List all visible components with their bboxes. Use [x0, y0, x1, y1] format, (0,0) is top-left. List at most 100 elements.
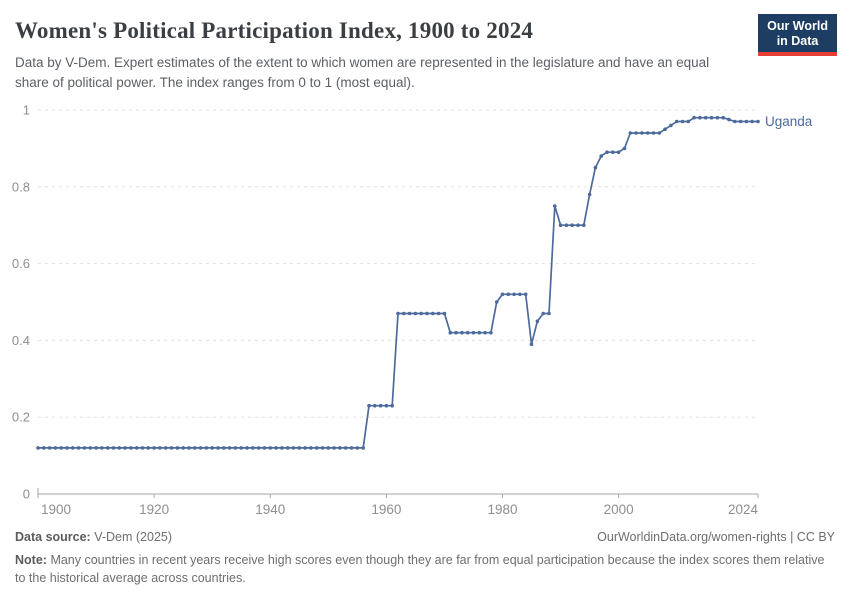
- series-label-uganda[interactable]: Uganda: [765, 114, 813, 129]
- data-point[interactable]: [454, 330, 458, 335]
- data-point[interactable]: [460, 330, 464, 335]
- data-point[interactable]: [163, 446, 168, 450]
- data-point[interactable]: [523, 292, 528, 297]
- data-point[interactable]: [489, 330, 493, 335]
- data-point[interactable]: [378, 403, 383, 408]
- data-point[interactable]: [390, 403, 395, 408]
- data-point[interactable]: [175, 446, 180, 450]
- data-point[interactable]: [367, 403, 371, 408]
- data-point[interactable]: [471, 330, 476, 335]
- data-point[interactable]: [715, 115, 720, 120]
- data-point[interactable]: [616, 150, 621, 154]
- data-point[interactable]: [117, 446, 122, 450]
- data-point[interactable]: [123, 446, 127, 450]
- data-point[interactable]: [47, 446, 52, 450]
- data-point[interactable]: [338, 446, 342, 450]
- series-line-uganda[interactable]: [38, 116, 758, 449]
- data-point[interactable]: [558, 223, 563, 227]
- footer-license[interactable]: CC BY: [796, 530, 835, 544]
- data-point[interactable]: [158, 446, 162, 450]
- data-point[interactable]: [709, 115, 714, 120]
- data-point[interactable]: [425, 311, 429, 316]
- data-point[interactable]: [332, 446, 336, 450]
- data-point[interactable]: [721, 115, 725, 120]
- data-point[interactable]: [651, 131, 656, 135]
- chart-canvas[interactable]: 0 0.2 0.4 0.6 0.8 1 1900 1920 1940 1960 1980 2000 20…: [0, 92, 850, 524]
- data-point[interactable]: [599, 154, 603, 158]
- data-point[interactable]: [326, 446, 331, 450]
- footer-link[interactable]: OurWorldinData.org/women-rights | CC BY: [597, 530, 835, 544]
- data-point[interactable]: [587, 192, 592, 197]
- data-point[interactable]: [320, 446, 325, 450]
- data-point[interactable]: [744, 119, 749, 124]
- data-point[interactable]: [686, 119, 691, 124]
- data-point[interactable]: [169, 446, 174, 450]
- data-point[interactable]: [622, 146, 627, 151]
- data-point[interactable]: [692, 115, 696, 120]
- data-point[interactable]: [506, 292, 511, 297]
- data-point[interactable]: [36, 446, 40, 450]
- data-point[interactable]: [146, 446, 151, 450]
- data-point[interactable]: [605, 150, 609, 154]
- data-point[interactable]: [82, 446, 87, 450]
- data-point[interactable]: [210, 446, 214, 450]
- data-point[interactable]: [570, 223, 574, 227]
- data-point[interactable]: [76, 446, 81, 450]
- data-point[interactable]: [297, 446, 302, 450]
- data-point[interactable]: [285, 446, 290, 450]
- data-point[interactable]: [750, 119, 754, 124]
- data-point[interactable]: [576, 223, 580, 227]
- data-point[interactable]: [88, 446, 93, 450]
- data-point[interactable]: [262, 446, 267, 450]
- data-point[interactable]: [193, 446, 197, 450]
- data-point[interactable]: [94, 446, 98, 450]
- data-point[interactable]: [494, 300, 499, 304]
- data-point[interactable]: [477, 330, 482, 335]
- data-point[interactable]: [738, 119, 743, 124]
- data-point[interactable]: [280, 446, 284, 450]
- data-point[interactable]: [541, 311, 545, 316]
- owid-logo[interactable]: Our World in Data: [758, 14, 837, 56]
- data-point[interactable]: [373, 403, 377, 408]
- data-point[interactable]: [309, 446, 313, 450]
- data-point[interactable]: [582, 223, 586, 227]
- data-point[interactable]: [564, 223, 569, 227]
- data-point[interactable]: [465, 330, 470, 335]
- data-point[interactable]: [303, 446, 307, 450]
- data-point[interactable]: [222, 446, 226, 450]
- data-point[interactable]: [256, 446, 261, 450]
- data-point[interactable]: [181, 446, 185, 450]
- data-point[interactable]: [355, 446, 360, 450]
- data-point[interactable]: [227, 446, 232, 450]
- data-point[interactable]: [239, 446, 243, 450]
- data-point[interactable]: [703, 115, 708, 120]
- data-point[interactable]: [529, 342, 534, 346]
- data-point[interactable]: [402, 311, 406, 316]
- data-point[interactable]: [442, 311, 447, 316]
- data-point[interactable]: [593, 165, 598, 170]
- data-point[interactable]: [512, 292, 516, 297]
- data-point[interactable]: [187, 446, 191, 450]
- data-point[interactable]: [553, 204, 557, 208]
- data-point[interactable]: [198, 446, 203, 450]
- data-point[interactable]: [413, 311, 418, 316]
- data-point[interactable]: [152, 446, 156, 450]
- data-point[interactable]: [111, 446, 116, 450]
- data-point[interactable]: [500, 292, 505, 297]
- data-point[interactable]: [727, 117, 731, 122]
- data-point[interactable]: [535, 319, 540, 323]
- data-point[interactable]: [756, 119, 760, 124]
- data-point[interactable]: [343, 446, 348, 450]
- data-point[interactable]: [216, 446, 220, 450]
- data-point[interactable]: [419, 311, 424, 316]
- data-point[interactable]: [314, 446, 319, 450]
- data-point[interactable]: [407, 311, 412, 316]
- data-point[interactable]: [71, 446, 75, 450]
- data-point[interactable]: [384, 403, 389, 408]
- data-point[interactable]: [628, 131, 633, 135]
- data-point[interactable]: [140, 446, 145, 450]
- data-point[interactable]: [733, 119, 737, 124]
- data-point[interactable]: [680, 119, 685, 124]
- data-point[interactable]: [657, 131, 662, 135]
- data-point[interactable]: [431, 311, 435, 316]
